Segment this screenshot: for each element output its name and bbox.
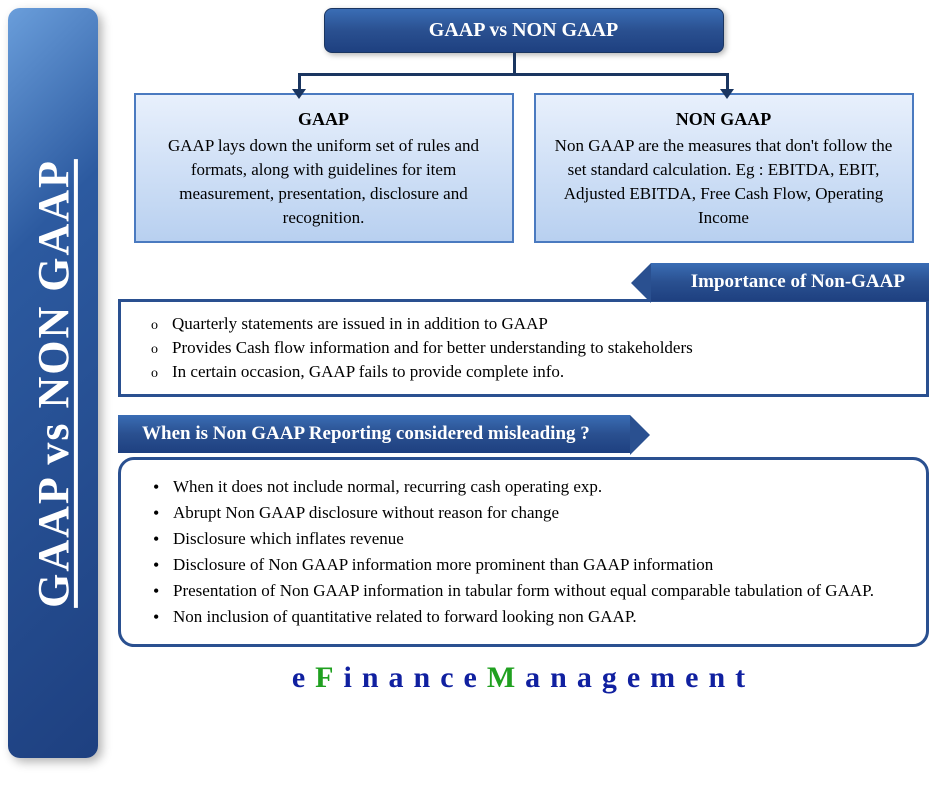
sidebar-title: GAAP vs NON GAAP — [28, 159, 79, 608]
infographic-container: GAAP vs NON GAAP GAAP vs NON GAAP GAAP G… — [0, 0, 937, 789]
gaap-body: GAAP lays down the uniform set of rules … — [154, 134, 494, 229]
sidebar-panel: GAAP vs NON GAAP — [8, 8, 98, 758]
nongaap-title: NON GAAP — [554, 107, 894, 132]
list-item: Provides Cash flow information and for b… — [151, 336, 906, 360]
list-item: Presentation of Non GAAP information in … — [149, 578, 898, 604]
importance-box: Quarterly statements are issued in in ad… — [118, 299, 929, 397]
list-item: Disclosure of Non GAAP information more … — [149, 552, 898, 578]
list-item: Quarterly statements are issued in in ad… — [151, 312, 906, 336]
misleading-tag-wrap: When is Non GAAP Reporting considered mi… — [118, 415, 929, 453]
gaap-title: GAAP — [154, 107, 494, 132]
arrow-stem — [513, 53, 516, 73]
arrow-head-right-icon — [720, 89, 734, 99]
misleading-list: When it does not include normal, recurri… — [149, 474, 898, 630]
logo-part: anagement — [525, 661, 755, 694]
definition-row: GAAP GAAP lays down the uniform set of r… — [118, 93, 929, 243]
split-arrows — [118, 53, 929, 93]
logo-part: M — [487, 661, 525, 694]
main-content: GAAP vs NON GAAP GAAP GAAP lays down the… — [98, 8, 929, 781]
gaap-definition-box: GAAP GAAP lays down the uniform set of r… — [134, 93, 514, 243]
list-item: Disclosure which inflates revenue — [149, 526, 898, 552]
list-item: Abrupt Non GAAP disclosure without reaso… — [149, 500, 898, 526]
misleading-box: When it does not include normal, recurri… — [118, 457, 929, 647]
logo-part: e — [292, 661, 315, 694]
arrow-head-left-icon — [292, 89, 306, 99]
logo-part: inance — [344, 661, 487, 694]
list-item: In certain occasion, GAAP fails to provi… — [151, 360, 906, 384]
misleading-heading: When is Non GAAP Reporting considered mi… — [118, 415, 630, 453]
importance-heading: Importance of Non-GAAP — [651, 263, 929, 301]
nongaap-definition-box: NON GAAP Non GAAP are the measures that … — [534, 93, 914, 243]
arrow-horizontal — [298, 73, 728, 76]
top-header: GAAP vs NON GAAP — [324, 8, 724, 53]
logo-part: F — [315, 661, 343, 694]
list-item: Non inclusion of quantitative related to… — [149, 604, 898, 630]
footer-logo: eFinanceManagement — [118, 661, 929, 695]
nongaap-body: Non GAAP are the measures that don't fol… — [554, 134, 894, 229]
importance-list: Quarterly statements are issued in in ad… — [141, 312, 906, 384]
importance-tag-wrap: Importance of Non-GAAP — [118, 263, 929, 301]
list-item: When it does not include normal, recurri… — [149, 474, 898, 500]
